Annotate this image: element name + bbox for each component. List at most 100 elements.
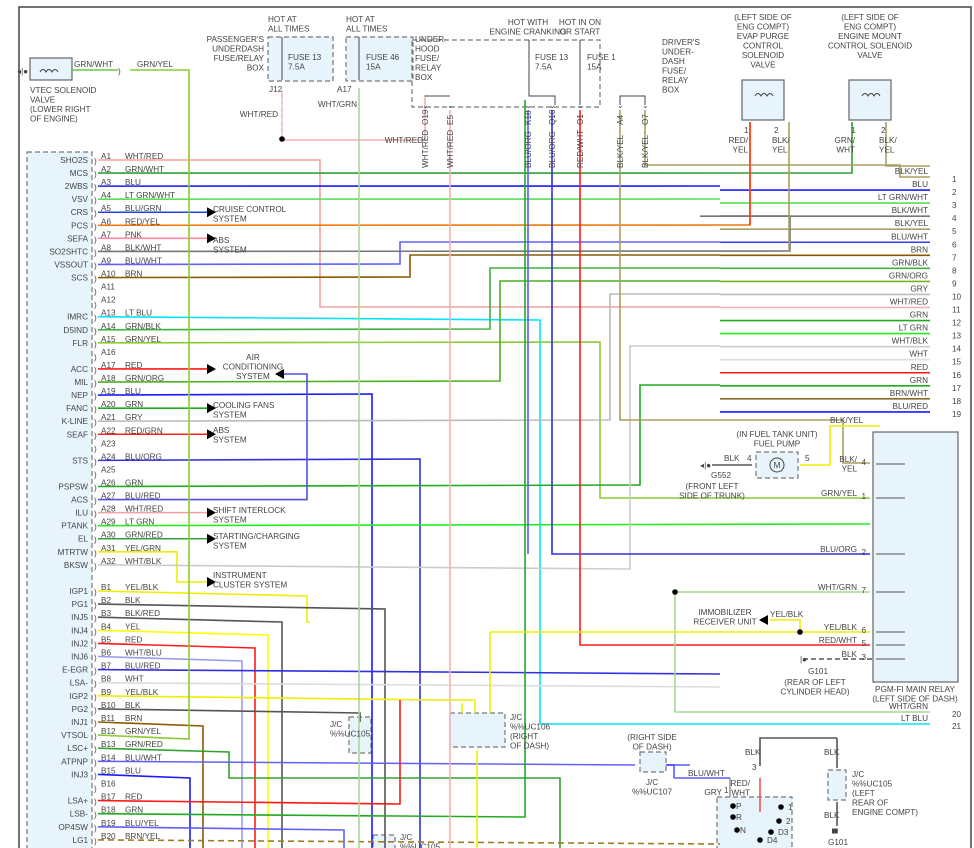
ecm-pin-A27: A27 <box>101 492 116 501</box>
connector-terminal-icon: ) <box>94 457 97 466</box>
connector-terminal-icon: ) <box>94 719 97 728</box>
right-wire-label: BRN/WHT <box>890 389 928 398</box>
connector-terminal-icon: ) <box>94 667 97 676</box>
wire-A26 <box>97 384 720 488</box>
connector-terminal-icon: ) <box>94 627 97 636</box>
ecm-pin-A12: A12 <box>101 296 116 305</box>
connector-terminal-icon: ) <box>94 798 97 807</box>
connector-terminal-icon: ) <box>94 431 97 440</box>
driver-wire-Q10: BLU/ORG <box>548 131 557 168</box>
connector-terminal-icon: ) <box>94 562 97 571</box>
wire-B7 <box>97 668 721 675</box>
ecm-wire-label: GRN/ORG <box>125 374 164 383</box>
connector-terminal-icon: ) <box>94 196 97 205</box>
wire-A31 <box>98 550 207 583</box>
driver-terminal-K18: K18 <box>524 110 533 125</box>
jc105c-label: J/C %%UC105 (LEFT REAR OF ENGINE COMPT) <box>852 770 918 817</box>
ecm-signal-A15: FLR <box>73 339 89 348</box>
mount-wire2: BLK/YEL <box>879 136 897 155</box>
connector-icon: ⌄ <box>447 101 454 110</box>
splice-dot <box>734 827 740 833</box>
relay-pin-3: 3 <box>861 653 866 662</box>
wire-B5 <box>97 642 256 848</box>
right-wire-number: 10 <box>952 292 962 301</box>
right-wire-label: BLK/YEL <box>895 167 929 176</box>
wire-B19 <box>97 826 345 848</box>
connector-terminal-icon: ) <box>94 811 97 820</box>
wire-B15 <box>97 773 191 848</box>
ecm-pin-A16: A16 <box>101 348 116 357</box>
ecm-pin-A21: A21 <box>101 413 116 422</box>
evap-pin1: 1 <box>744 126 749 135</box>
right-wire-label: WHT/BLK <box>892 337 929 346</box>
range-position-P: P <box>736 802 742 811</box>
wire-A10 <box>97 254 720 279</box>
fuel-pump-pin5: 5 <box>805 454 810 463</box>
driver-wire-O7: BLK/YEL <box>641 134 650 168</box>
right-wire-label: GRY <box>910 284 928 293</box>
ecm-signal-A18: MIL <box>74 378 88 387</box>
right-wire-number: 19 <box>952 410 962 419</box>
ecm-pin-A32: A32 <box>101 557 116 566</box>
connector-icon: ⌄ <box>549 101 556 110</box>
system-label-1: ABS SYSTEM <box>213 236 247 255</box>
range-wire1: GRY <box>704 788 722 797</box>
connector-terminal-icon: ) <box>94 444 97 453</box>
ecm-wire-label: GRN/WHT <box>125 165 164 174</box>
ecm-signal-B20: LG1 <box>73 836 89 845</box>
pgm-fi-main-relay <box>872 431 959 683</box>
jc106-label: J/C %%UC106 (RIGHT OF DASH) <box>510 713 550 751</box>
connector-terminal-icon: ) <box>94 588 97 597</box>
connector-terminal-icon: ) <box>94 405 97 414</box>
motor-label: M <box>774 461 781 470</box>
ecm-wire-label: BLU/RED <box>125 662 161 671</box>
wire-A13 <box>97 315 541 724</box>
connector-terminal-icon: ) <box>94 837 97 846</box>
ecm-signal-A21: K-LINE <box>62 417 89 426</box>
connector-terminal-icon: ) <box>94 209 97 218</box>
connector-terminal-icon: ) <box>94 510 97 519</box>
ecm-wire-label: GRN/YEL <box>125 727 161 736</box>
ground-icon: ◂|● <box>700 461 711 470</box>
ecm-wire-label: RED/GRN <box>125 426 163 435</box>
jc107-label: J/C %%UC107 <box>632 778 672 797</box>
o1-wire <box>579 110 870 646</box>
ecm-signal-A30: EL <box>78 535 88 544</box>
ecm-pin-A11: A11 <box>101 283 115 292</box>
ecm-pin-A14: A14 <box>101 322 116 331</box>
evap-label: (LEFT SIDE OF ENG COMPT) EVAP PURGE CONTROL… <box>734 13 792 70</box>
ecm-pin-B16: B16 <box>101 780 116 789</box>
coil-icon <box>861 93 881 97</box>
driver-terminal-Q10: Q10 <box>548 109 557 125</box>
connector-terminal-icon: ) <box>94 484 97 493</box>
ecm-signal-A10: SCS <box>71 274 88 283</box>
ecm-wire-label: BRN/YEL <box>125 832 160 841</box>
passengers-fuse-box <box>267 36 334 82</box>
ecm-signal-A19: NEP <box>71 391 88 400</box>
connector-terminal-icon: ) <box>94 418 97 427</box>
ecm-pin-A29: A29 <box>101 518 116 527</box>
ecm-wire-label: BLU <box>125 178 141 187</box>
wire-A8 <box>97 215 791 253</box>
ecm-pin-A31: A31 <box>101 544 116 553</box>
driver-wire-A4: BLK/YEL <box>616 134 625 168</box>
ecm-wire-label: WHT/BLK <box>125 557 162 566</box>
right-wire-label: BLU/RED <box>893 402 929 411</box>
system-label-7: INSTRUMENT CLUSTER SYSTEM <box>213 571 287 590</box>
wire-B11 <box>97 721 204 848</box>
ecm-wire-label: WHT/BLU <box>125 649 162 658</box>
ecm-pin-A28: A28 <box>101 505 116 514</box>
driver-terminal-O1: O1 <box>576 114 585 125</box>
wire-A14 <box>97 267 720 331</box>
right-wire-number: 4 <box>952 214 957 223</box>
ecm-pin-A24: A24 <box>101 452 116 461</box>
ecm-pin-A7: A7 <box>101 230 111 239</box>
blk-top-wire <box>759 737 837 766</box>
ecm-pin-B18: B18 <box>101 806 116 815</box>
wire-B3 <box>97 616 283 848</box>
ecm-wire-label: LT BLU <box>125 309 152 318</box>
ecm-signal-B15: INJ3 <box>71 770 88 779</box>
arrow-right-icon <box>207 577 216 587</box>
ecm-wire-label: BLU <box>125 766 141 775</box>
mount-blk-yel <box>885 122 930 167</box>
